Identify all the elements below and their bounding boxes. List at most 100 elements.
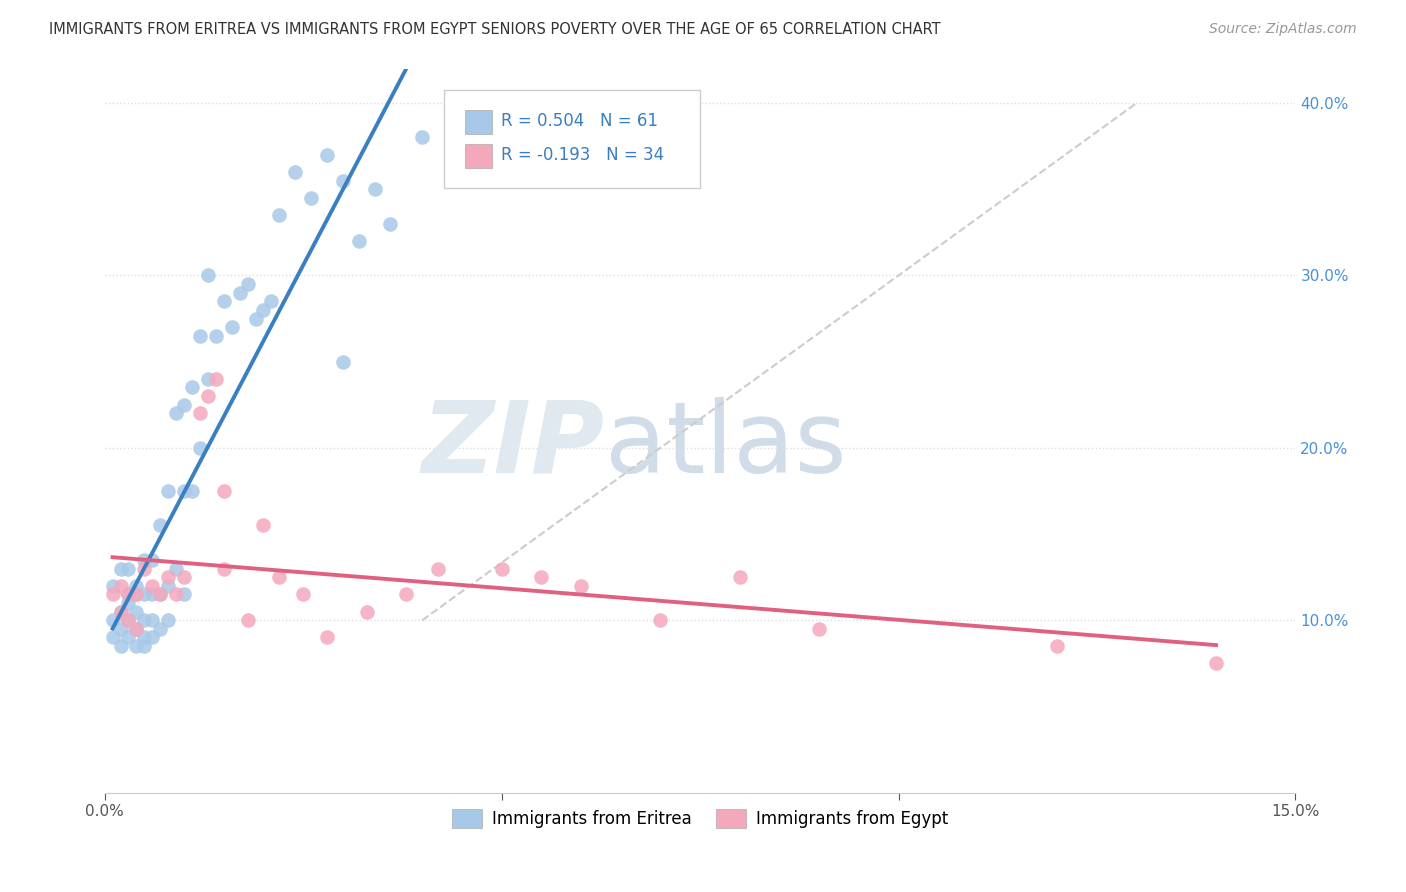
Point bbox=[117, 587, 139, 601]
Point bbox=[101, 587, 124, 601]
Text: R = 0.504   N = 61: R = 0.504 N = 61 bbox=[501, 112, 658, 130]
Point bbox=[141, 631, 163, 645]
Point bbox=[197, 372, 219, 386]
Point bbox=[141, 579, 163, 593]
Point bbox=[363, 182, 385, 196]
Point bbox=[157, 613, 180, 627]
Point bbox=[245, 311, 267, 326]
Legend: Immigrants from Eritrea, Immigrants from Egypt: Immigrants from Eritrea, Immigrants from… bbox=[444, 803, 955, 835]
Point bbox=[380, 217, 402, 231]
Point bbox=[134, 561, 156, 575]
Point bbox=[212, 483, 235, 498]
Point bbox=[101, 631, 124, 645]
Point bbox=[221, 320, 243, 334]
Point bbox=[427, 561, 450, 575]
Point bbox=[149, 518, 172, 533]
Point bbox=[181, 380, 204, 394]
Point bbox=[1205, 657, 1227, 671]
Point bbox=[173, 398, 195, 412]
Point bbox=[117, 561, 139, 575]
Point bbox=[125, 587, 148, 601]
Point bbox=[491, 561, 513, 575]
Point bbox=[157, 483, 180, 498]
Point bbox=[110, 639, 132, 653]
Point bbox=[236, 613, 259, 627]
Point bbox=[316, 631, 339, 645]
Point bbox=[181, 483, 204, 498]
Point bbox=[157, 579, 180, 593]
Point bbox=[101, 613, 124, 627]
Point bbox=[125, 579, 148, 593]
Bar bbox=[465, 110, 492, 134]
Point bbox=[134, 631, 156, 645]
Point bbox=[110, 622, 132, 636]
Point bbox=[125, 605, 148, 619]
Point bbox=[236, 277, 259, 291]
Point bbox=[125, 587, 148, 601]
Point bbox=[284, 165, 307, 179]
Point bbox=[141, 613, 163, 627]
Point bbox=[299, 191, 322, 205]
Point bbox=[125, 622, 148, 636]
Point bbox=[650, 613, 672, 627]
Point bbox=[204, 328, 226, 343]
Point bbox=[110, 605, 132, 619]
Point bbox=[252, 518, 274, 533]
Point bbox=[173, 483, 195, 498]
Point bbox=[808, 622, 831, 636]
Point bbox=[228, 285, 250, 300]
Point bbox=[125, 639, 148, 653]
Point bbox=[197, 268, 219, 283]
Point bbox=[411, 130, 433, 145]
Point bbox=[212, 561, 235, 575]
Point bbox=[110, 579, 132, 593]
Point bbox=[117, 631, 139, 645]
Point bbox=[101, 579, 124, 593]
Point bbox=[173, 570, 195, 584]
Point bbox=[204, 372, 226, 386]
Point bbox=[260, 294, 283, 309]
Point bbox=[347, 234, 370, 248]
Point bbox=[165, 406, 187, 420]
Point bbox=[134, 587, 156, 601]
Point bbox=[530, 570, 553, 584]
Point bbox=[188, 441, 211, 455]
Point bbox=[269, 570, 291, 584]
Point bbox=[332, 173, 354, 187]
Point bbox=[149, 587, 172, 601]
Point bbox=[110, 605, 132, 619]
Text: ZIP: ZIP bbox=[422, 397, 605, 493]
Point bbox=[117, 596, 139, 610]
Point bbox=[292, 587, 315, 601]
Point bbox=[134, 613, 156, 627]
Point bbox=[165, 587, 187, 601]
Point bbox=[197, 389, 219, 403]
Point bbox=[1046, 639, 1069, 653]
Point bbox=[356, 605, 378, 619]
Point bbox=[395, 587, 418, 601]
Point bbox=[157, 570, 180, 584]
Point bbox=[188, 328, 211, 343]
Point bbox=[117, 613, 139, 627]
FancyBboxPatch shape bbox=[444, 90, 700, 188]
Point bbox=[125, 622, 148, 636]
Point bbox=[728, 570, 751, 584]
Point bbox=[110, 561, 132, 575]
Text: R = -0.193   N = 34: R = -0.193 N = 34 bbox=[501, 146, 664, 164]
Point bbox=[117, 613, 139, 627]
Point bbox=[173, 587, 195, 601]
Point bbox=[332, 354, 354, 368]
Point bbox=[212, 294, 235, 309]
Point bbox=[165, 561, 187, 575]
Point bbox=[149, 622, 172, 636]
Point bbox=[117, 587, 139, 601]
Point bbox=[149, 587, 172, 601]
Bar bbox=[465, 144, 492, 168]
Point bbox=[569, 579, 592, 593]
Point bbox=[141, 553, 163, 567]
Point bbox=[141, 587, 163, 601]
Text: Source: ZipAtlas.com: Source: ZipAtlas.com bbox=[1209, 22, 1357, 37]
Point bbox=[134, 639, 156, 653]
Point bbox=[134, 553, 156, 567]
Text: atlas: atlas bbox=[605, 397, 846, 493]
